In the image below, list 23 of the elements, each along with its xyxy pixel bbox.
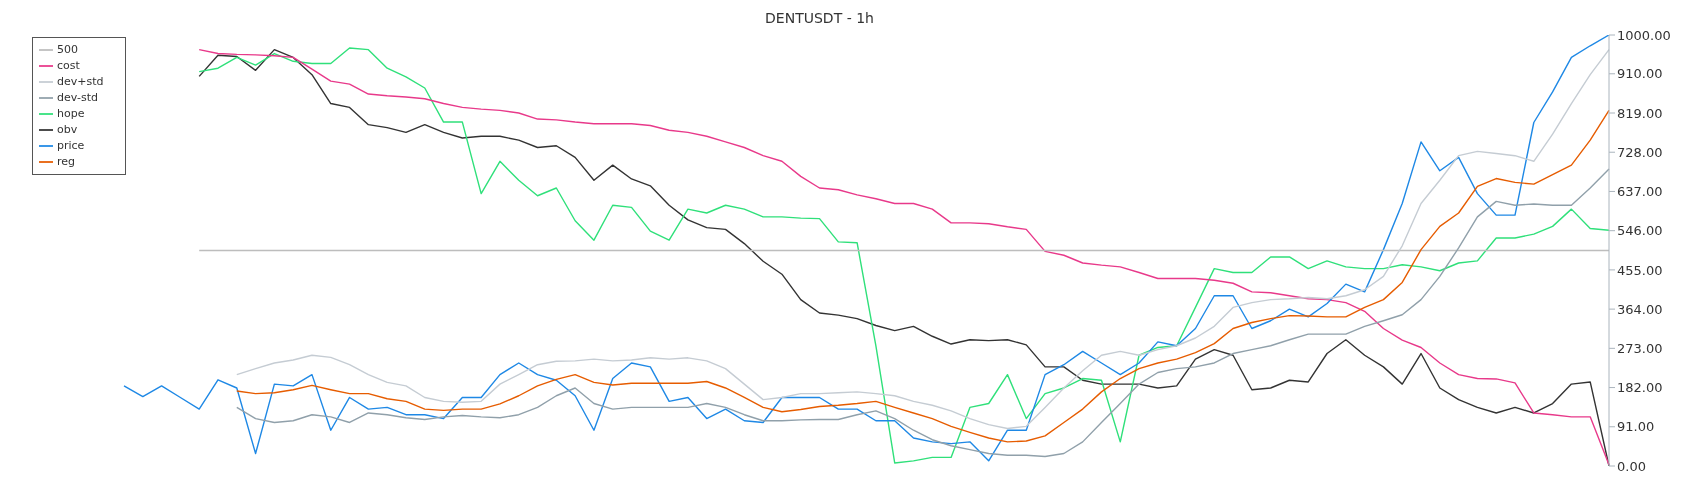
chart-title: DENTUSDT - 1h: [764, 10, 875, 26]
legend-label: dev+std: [57, 75, 104, 88]
y-tick-label: 910.00: [1617, 66, 1663, 82]
y-tick-label: 273.00: [1617, 340, 1663, 356]
y-tick-label: 0.00: [1617, 458, 1646, 474]
legend-label: dev-std: [57, 91, 98, 104]
y-tick-label: 182.00: [1617, 380, 1663, 396]
y-tick-label: 819.00: [1617, 105, 1663, 121]
line-series: [236, 109, 1610, 443]
legend-label: 500: [57, 43, 78, 56]
legend-label: price: [57, 139, 85, 152]
y-tick-label: 1000.00: [1617, 27, 1671, 43]
y-tick-label: 91.00: [1617, 419, 1655, 435]
legend-label: hope: [57, 107, 85, 120]
legend-label: obv: [57, 123, 78, 136]
y-tick-label: 364.00: [1617, 301, 1663, 317]
y-tick-label: 455.00: [1617, 262, 1663, 278]
y-tick-label: 728.00: [1617, 144, 1663, 160]
y-tick-label: 546.00: [1617, 223, 1663, 239]
y-tick-label: 637.00: [1617, 184, 1663, 200]
line-series: [236, 168, 1610, 458]
legend-label: reg: [57, 155, 76, 168]
legend-label: cost: [57, 59, 80, 72]
